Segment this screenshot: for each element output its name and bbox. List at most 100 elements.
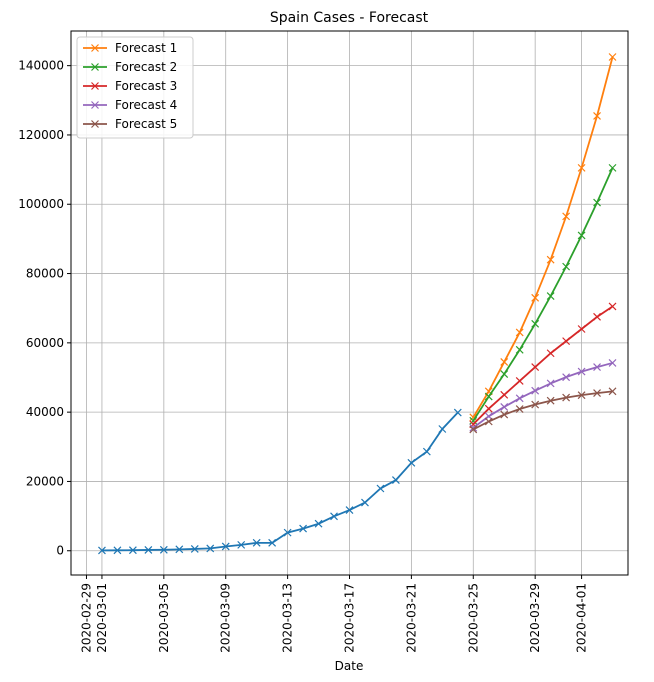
data-point-marker <box>593 198 601 207</box>
series-line <box>472 305 614 425</box>
legend-label: Forecast 2 <box>115 60 177 74</box>
data-point-marker <box>98 546 106 555</box>
x-tick-label: 2020-03-25 <box>466 583 480 653</box>
data-point-marker <box>268 538 277 547</box>
data-point-marker <box>159 545 168 554</box>
data-point-marker <box>144 546 153 554</box>
data-point-marker <box>299 524 308 533</box>
data-point-marker <box>562 393 571 402</box>
x-tick-label: 2020-03-01 <box>95 583 109 653</box>
data-point-marker <box>422 447 431 456</box>
data-point-marker <box>577 367 586 376</box>
legend-box <box>76 36 194 139</box>
y-tick-label: 140000 <box>18 59 64 73</box>
data-point-marker <box>314 519 323 528</box>
data-point-marker <box>469 413 478 422</box>
data-point-marker <box>484 392 493 401</box>
data-point-marker <box>190 545 199 553</box>
data-point-marker <box>515 328 524 337</box>
data-point-marker <box>500 410 509 419</box>
data-point-marker <box>469 423 478 432</box>
series-forecast-4 <box>469 359 617 432</box>
data-point-marker <box>206 544 215 553</box>
x-tick-label: 2020-03-21 <box>404 583 418 653</box>
data-point-marker <box>500 390 509 399</box>
data-point-marker <box>546 349 555 358</box>
data-point-marker <box>608 302 617 311</box>
data-point-marker <box>593 389 601 398</box>
data-point-marker <box>577 325 586 333</box>
series-lines <box>98 53 617 555</box>
data-point-marker <box>546 292 555 300</box>
data-point-marker <box>593 363 601 372</box>
data-point-marker <box>500 370 509 378</box>
data-point-marker <box>345 506 354 514</box>
y-axis-ticks: 0 20000 40000 60000 80000 100000 120000 140000 <box>18 59 71 558</box>
data-point-marker <box>515 394 524 403</box>
data-point-marker <box>361 498 369 507</box>
data-point-marker <box>376 484 385 493</box>
data-point-marker <box>484 417 493 426</box>
data-point-marker <box>515 345 524 354</box>
data-point-marker <box>515 377 524 385</box>
data-point-marker <box>515 405 524 413</box>
legend-item: Forecast 5 <box>83 117 177 131</box>
data-point-marker <box>175 545 184 554</box>
series-line <box>472 56 614 418</box>
x-axis-ticks: 2020-02-29 2020-03-01 2020-03-05 2020-03-09… <box>79 575 589 653</box>
data-point-marker <box>113 546 122 555</box>
x-tick-label: 2020-03-17 <box>343 583 357 653</box>
data-point-marker <box>469 425 478 434</box>
series-history <box>98 408 462 555</box>
legend-marker <box>91 63 99 71</box>
y-tick-label: 0 <box>56 544 64 558</box>
data-point-marker <box>577 231 586 240</box>
legend-marker <box>91 101 99 109</box>
data-point-marker <box>593 111 601 120</box>
data-point-marker <box>221 542 230 551</box>
data-point-marker <box>407 458 416 467</box>
series-line <box>472 167 614 422</box>
data-point-marker <box>608 387 617 396</box>
data-point-marker <box>562 262 571 271</box>
x-tick-label: 2020-02-29 <box>79 583 93 653</box>
data-point-marker <box>608 359 617 367</box>
legend-item: Forecast 1 <box>83 41 177 55</box>
data-point-marker <box>531 293 540 302</box>
data-point-marker <box>562 337 571 346</box>
legend-marker <box>91 44 99 52</box>
data-point-marker <box>577 163 586 172</box>
x-tick-label: 2020-04-01 <box>575 583 589 653</box>
data-point-marker <box>608 163 617 172</box>
series-forecast-2 <box>469 163 617 425</box>
y-tick-label: 60000 <box>26 336 64 350</box>
data-point-marker <box>546 255 555 264</box>
data-point-marker <box>391 476 400 484</box>
data-point-marker <box>500 403 509 411</box>
data-point-marker <box>531 400 540 409</box>
y-tick-label: 80000 <box>26 267 64 281</box>
series-forecast-1 <box>469 53 617 422</box>
legend-item: Forecast 4 <box>83 98 177 112</box>
data-point-marker <box>546 379 555 388</box>
legend-marker <box>91 82 99 90</box>
data-point-marker <box>562 212 571 221</box>
series-forecast-3 <box>469 302 617 429</box>
series-forecast-5 <box>469 387 617 434</box>
y-tick-label: 40000 <box>26 405 64 419</box>
x-tick-label: 2020-03-29 <box>528 583 542 653</box>
legend-item: Forecast 2 <box>83 60 177 74</box>
data-point-marker <box>562 373 571 382</box>
data-point-marker <box>283 528 292 537</box>
y-tick-label: 100000 <box>18 197 64 211</box>
data-point-marker <box>453 408 462 417</box>
data-point-marker <box>593 312 601 321</box>
legend-label: Forecast 5 <box>115 117 177 131</box>
series-line <box>472 390 613 431</box>
data-point-marker <box>531 386 540 395</box>
data-point-marker <box>531 363 540 372</box>
data-point-marker <box>546 396 555 405</box>
data-point-marker <box>500 357 509 366</box>
